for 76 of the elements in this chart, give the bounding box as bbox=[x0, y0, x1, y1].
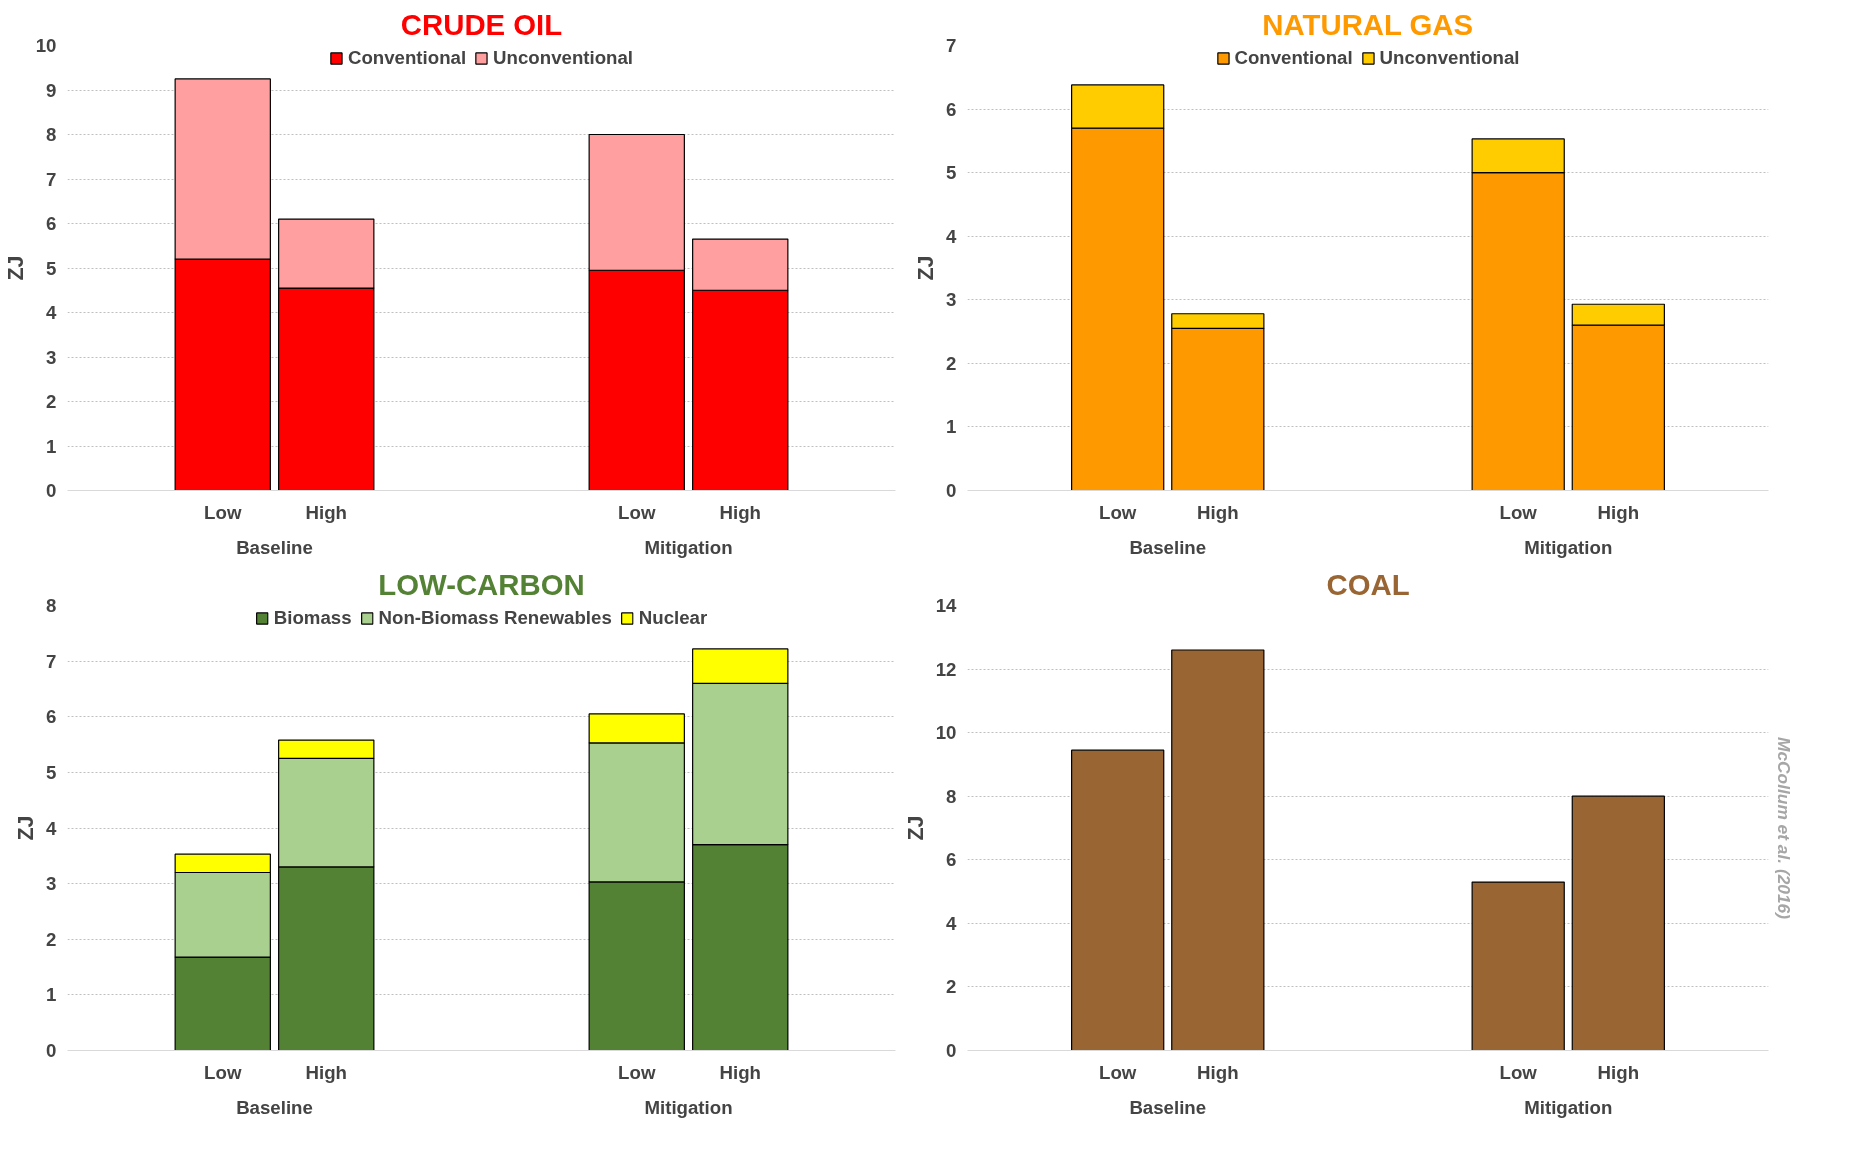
text: Baseline bbox=[1129, 536, 1207, 558]
y-tick-label: 10 bbox=[935, 722, 957, 744]
y-axis-title: ZJ bbox=[14, 815, 39, 841]
y-tick-label: 6 bbox=[46, 213, 57, 234]
x-tick-label: Low bbox=[1499, 501, 1538, 523]
x-tick-label: High bbox=[719, 501, 761, 523]
y-tick-label: 12 bbox=[935, 658, 957, 680]
y-tick-label: 1 bbox=[46, 435, 57, 457]
y-axis-title: ZJ bbox=[3, 255, 28, 281]
y-tick-label: 8 bbox=[946, 785, 957, 807]
y-axis-title: ZJ bbox=[903, 815, 928, 841]
y-tick-label: 2 bbox=[46, 391, 57, 412]
y-tick-label: 7 bbox=[946, 35, 957, 56]
y-tick-label: 9 bbox=[46, 79, 57, 101]
chart-title: COAL bbox=[1326, 567, 1410, 601]
text: Mitigation bbox=[1524, 536, 1613, 558]
legend-label: Nuclear bbox=[638, 607, 708, 629]
y-tick-label: 0 bbox=[46, 480, 57, 501]
y-tick-label: 2 bbox=[946, 352, 957, 374]
legend-label: Non-Biomass Renewables bbox=[378, 607, 612, 629]
y-tick-label: 2 bbox=[946, 976, 957, 998]
y-tick-label: 1 bbox=[46, 984, 57, 1006]
x-tick-label: Low bbox=[204, 501, 242, 523]
y-tick-label: 0 bbox=[946, 480, 957, 501]
text: Mitigation bbox=[644, 536, 733, 558]
y-tick-label: 8 bbox=[46, 124, 57, 145]
y-tick-label: 7 bbox=[46, 168, 57, 190]
x-tick-label: Low bbox=[1099, 501, 1137, 523]
x-tick-label: Low bbox=[204, 1061, 242, 1083]
x-tick-label: Low bbox=[1499, 1061, 1538, 1083]
text: Mitigation bbox=[644, 1096, 733, 1118]
y-tick-label: 2 bbox=[46, 928, 57, 950]
chart-title: LOW-CARBON bbox=[378, 567, 585, 601]
y-tick-label: 3 bbox=[946, 289, 957, 311]
y-tick-label: 5 bbox=[46, 761, 57, 783]
text: Mitigation bbox=[1524, 1096, 1613, 1118]
text: Baseline bbox=[236, 1096, 313, 1118]
y-tick-label: 4 bbox=[46, 302, 58, 323]
x-tick-label: High bbox=[305, 501, 347, 523]
chart-title: CRUDE OIL bbox=[400, 7, 563, 41]
legend-label: Unconventional bbox=[493, 47, 634, 69]
y-tick-label: 4 bbox=[46, 817, 58, 839]
y-tick-label: 3 bbox=[46, 873, 57, 895]
legend-label: Unconventional bbox=[1379, 47, 1520, 69]
text: Baseline bbox=[1129, 1096, 1207, 1118]
y-tick-label: 0 bbox=[46, 1040, 57, 1061]
y-tick-label: 1 bbox=[946, 416, 957, 438]
x-tick-label: Low bbox=[618, 501, 656, 523]
y-tick-label: 10 bbox=[35, 35, 57, 56]
y-tick-label: 4 bbox=[946, 912, 958, 934]
y-tick-label: 5 bbox=[946, 162, 957, 184]
text: Baseline bbox=[236, 536, 313, 558]
x-tick-label: High bbox=[1597, 501, 1640, 523]
x-tick-label: High bbox=[1197, 501, 1239, 523]
y-tick-label: 4 bbox=[946, 225, 958, 247]
y-tick-label: 6 bbox=[46, 706, 57, 728]
text: McCollum et al. (2016) bbox=[1773, 737, 1794, 920]
y-axis-title: ZJ bbox=[914, 255, 939, 281]
x-tick-label: Low bbox=[1099, 1061, 1137, 1083]
x-tick-label: High bbox=[305, 1061, 347, 1083]
legend-label: Conventional bbox=[1234, 47, 1353, 69]
legend-label: Conventional bbox=[347, 47, 467, 69]
x-tick-label: Low bbox=[618, 1061, 656, 1083]
y-tick-label: 5 bbox=[46, 257, 57, 279]
y-tick-label: 14 bbox=[935, 595, 958, 616]
x-tick-label: High bbox=[1197, 1061, 1239, 1083]
x-tick-label: High bbox=[1597, 1061, 1640, 1083]
x-tick-label: High bbox=[719, 1061, 761, 1083]
y-tick-label: 0 bbox=[946, 1040, 957, 1061]
y-tick-label: 3 bbox=[46, 346, 57, 368]
y-tick-label: 8 bbox=[46, 595, 57, 616]
y-tick-label: 7 bbox=[46, 650, 57, 672]
y-tick-label: 6 bbox=[946, 98, 957, 120]
chart-title: NATURAL GAS bbox=[1262, 7, 1474, 41]
legend-label: Biomass bbox=[273, 607, 352, 629]
y-tick-label: 6 bbox=[946, 849, 957, 871]
